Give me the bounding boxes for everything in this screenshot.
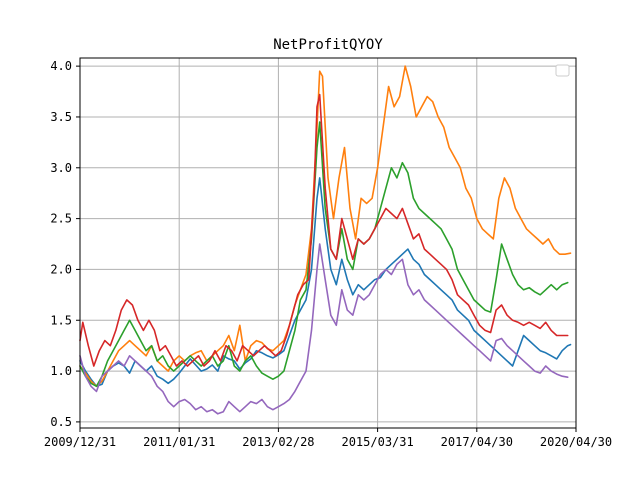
series-line-5: [79, 243, 569, 415]
y-tick-label: 2.0: [50, 262, 72, 276]
series-line-1: [79, 177, 572, 388]
x-tick-label: 2020/04/30: [540, 435, 612, 449]
y-axis: 0.5 1.0 1.5 2.0 2.5 3.0 3.5 4.0: [50, 59, 80, 429]
y-tick-label: 4.0: [50, 59, 72, 73]
y-tick-label: 2.5: [50, 212, 72, 226]
series-line-2: [79, 65, 572, 388]
x-tick-label: 2013/02/28: [242, 435, 314, 449]
x-tick-label: 2009/12/31: [44, 435, 116, 449]
x-tick-label: 2011/01/31: [143, 435, 215, 449]
x-tick-label: 2017/04/30: [441, 435, 513, 449]
y-tick-label: 3.0: [50, 161, 72, 175]
chart-legend: [555, 64, 570, 77]
y-tick-label: 1.5: [50, 313, 72, 327]
y-tick-label: 1.0: [50, 364, 72, 378]
series-line-3: [79, 121, 569, 388]
y-tick-label: 0.5: [50, 415, 72, 429]
x-axis: 2009/12/31 2011/01/31 2013/02/28 2015/03/31…: [44, 428, 612, 449]
chart-title: NetProfitQYOY: [273, 37, 383, 53]
series-line-4: [79, 93, 569, 367]
x-tick-label: 2015/03/31: [341, 435, 413, 449]
y-tick-label: 3.5: [50, 110, 72, 124]
plot-area-frame: [79, 57, 577, 429]
plot-series-group: [79, 65, 572, 415]
